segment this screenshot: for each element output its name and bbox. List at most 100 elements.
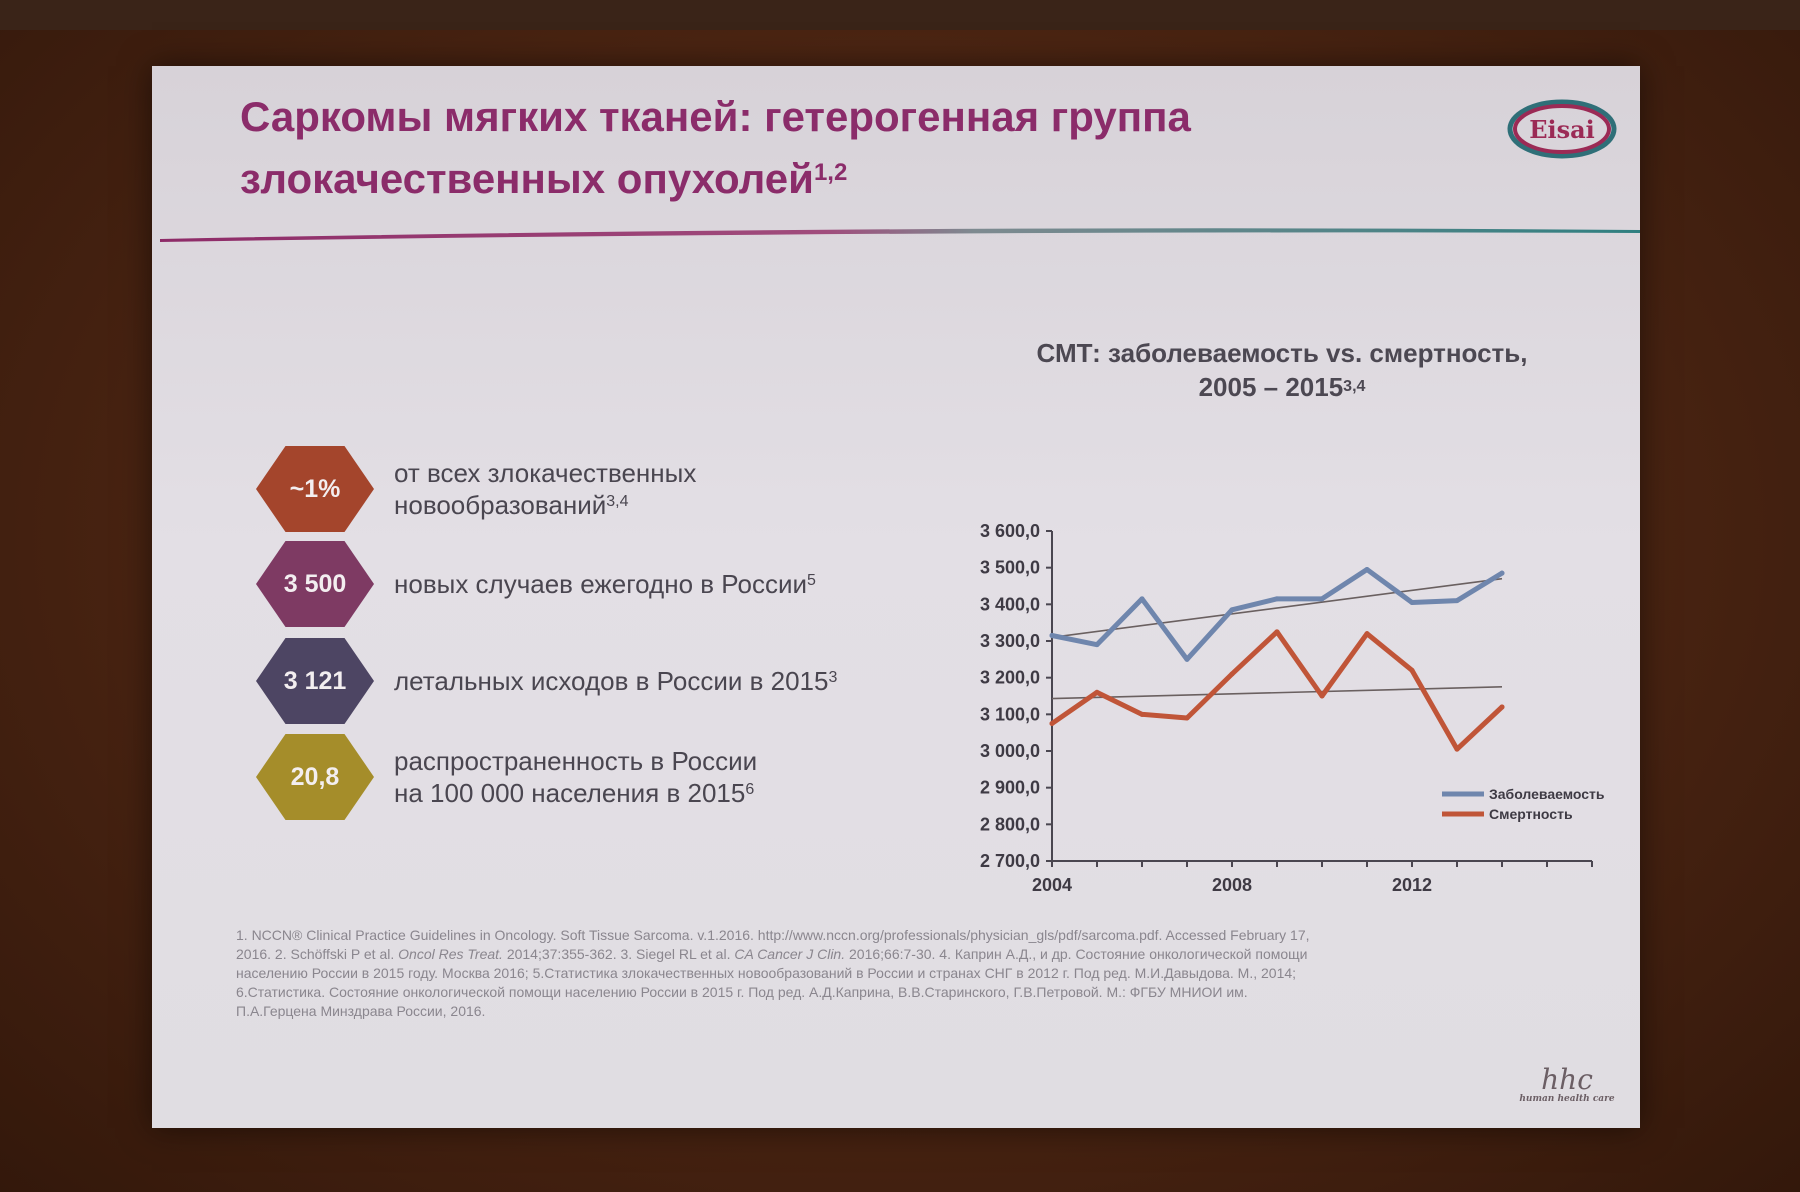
ref-part: 2016. 2. Schöffski P et al. (236, 946, 399, 962)
stat-item-new-cases: 3 500 новых случаев ежегодно в России5 (256, 541, 896, 627)
x-tick-label: 2012 (1392, 875, 1432, 895)
projector-top-band (0, 0, 1800, 30)
ref-journal: CA Cancer J Clin. (734, 946, 846, 962)
stat-item-deaths: 3 121 летальных исходов в России в 20153 (256, 638, 896, 724)
chart-title-line-2-text: 2005 – 2015 (1198, 372, 1344, 402)
stat-description: от всех злокачественных новообразований3… (394, 446, 914, 532)
reference-line-4: 6.Статистика. Состояние онкологической п… (236, 984, 1248, 1000)
data-point (1454, 746, 1460, 752)
y-tick-label: 2 900,0 (980, 778, 1040, 798)
reference-line-2: 2016. 2. Schöffski P et al. Oncol Res Tr… (236, 945, 1536, 964)
stat-description: летальных исходов в России в 20153 (394, 638, 914, 724)
stat-line-1: от всех злокачественных (394, 458, 697, 488)
stat-item-prevalence: 20,8 распространенность в России на 100 … (256, 734, 896, 820)
data-point (1274, 596, 1280, 602)
references: 1. NCCN® Clinical Practice Guidelines in… (236, 926, 1536, 1021)
stat-line-1: распространенность в России (394, 746, 758, 776)
stat-description: новых случаев ежегодно в России5 (394, 541, 914, 627)
hhc-logo: hhc human health care (1512, 1063, 1622, 1105)
data-point (1229, 607, 1235, 613)
y-tick-label: 3 100,0 (980, 704, 1040, 724)
stat-line-1: новых случаев ежегодно в России5 (394, 568, 914, 600)
y-tick-label: 2 800,0 (980, 814, 1040, 834)
title-divider (160, 228, 1640, 242)
ref-journal: Oncol Res Treat. (398, 946, 503, 962)
eisai-logo: Eisai (1507, 99, 1617, 159)
stat-superscript: 3,4 (606, 493, 629, 510)
stat-line-2: новообразований3,4 (394, 489, 914, 521)
hhc-mark: hhc (1541, 1063, 1593, 1096)
chart-title: СМТ: заболеваемость vs. смертность, 2005… (952, 336, 1612, 404)
stat-line-2-text: на 100 000 населения в 2015 (394, 778, 746, 808)
title-line-2: злокачественных опухолей1,2 (240, 148, 1340, 210)
y-tick-label: 3 400,0 (980, 594, 1040, 614)
stat-value: 20,8 (290, 762, 340, 791)
title-line-1: Саркомы мягких тканей: гетерогенная груп… (240, 93, 1191, 140)
reference-line-1: 1. NCCN® Clinical Practice Guidelines in… (236, 927, 1310, 943)
stat-value: ~1% (289, 474, 341, 503)
data-point (1409, 667, 1415, 673)
data-point (1184, 656, 1190, 662)
title-superscript: 1,2 (813, 159, 848, 186)
hex-badge: 3 500 (256, 541, 374, 627)
data-point (1229, 671, 1235, 677)
data-point (1319, 596, 1325, 602)
chart-title-superscript: 3,4 (1343, 378, 1366, 395)
stat-line-2-text: новообразований (394, 490, 607, 520)
hex-badge: ~1% (256, 446, 374, 532)
x-tick-label: 2008 (1212, 875, 1252, 895)
stat-value: 3 500 (283, 569, 347, 598)
series-line-0 (1049, 567, 1505, 662)
legend-label-0: Заболеваемость (1489, 786, 1605, 802)
trend-line-0 (1051, 577, 1503, 639)
stat-value: 3 121 (283, 666, 347, 695)
stat-description: распространенность в России на 100 000 н… (394, 734, 914, 820)
slide-title: Саркомы мягких тканей: гетерогенная груп… (240, 86, 1340, 210)
data-point (1139, 596, 1145, 602)
hhc-tagline: human health care (1519, 1094, 1615, 1104)
y-tick-label: 3 600,0 (980, 521, 1040, 541)
data-point (1364, 567, 1370, 572)
data-point (1454, 598, 1460, 604)
data-point (1049, 721, 1055, 726)
stat-line-2: на 100 000 населения в 20156 (394, 777, 914, 809)
data-point (1049, 633, 1055, 638)
chart-title-line-1: СМТ: заболеваемость vs. смертность, (1036, 338, 1528, 368)
data-point (1499, 704, 1505, 710)
x-tick-label: 2004 (1032, 875, 1072, 895)
ref-part: 2016;66:7-30. 4. Каприн А.Д., и др. Сост… (845, 946, 1308, 962)
presentation-slide: Саркомы мягких тканей: гетерогенная груп… (152, 66, 1640, 1128)
data-point (1409, 600, 1415, 605)
reference-line-3: населению России в 2015 году. Москва 201… (236, 965, 1297, 981)
line-chart: 3 600,0 3 500,0 3 400,0 3 300,0 3 200,0 3 100… (980, 521, 1605, 895)
y-tick-label: 3 500,0 (980, 558, 1040, 578)
stat-superscript: 3 (828, 669, 838, 686)
data-point (1274, 629, 1280, 635)
data-point (1319, 693, 1325, 699)
ref-part: 2014;37:355-362. 3. Siegel RL et al. (502, 946, 735, 962)
hex-badge: 3 121 (256, 638, 374, 724)
y-tick-label: 3 200,0 (980, 668, 1040, 688)
eisai-logo-text: Eisai (1529, 115, 1595, 144)
data-point (1094, 689, 1100, 695)
stat-line-1-text: летальных исходов в России в 2015 (394, 666, 829, 696)
data-point (1139, 711, 1145, 717)
hex-badge: 20,8 (256, 734, 374, 820)
chart-title-line-2: 2005 – 20153,4 (952, 370, 1612, 404)
stat-line-1-text: новых случаев ежегодно в России (394, 569, 807, 599)
y-tick-label: 2 700,0 (980, 851, 1040, 871)
reference-line-5: П.А.Герцена Минздрава России, 2016. (236, 1003, 486, 1019)
stat-line-1: летальных исходов в России в 20153 (394, 665, 914, 697)
data-point (1364, 631, 1370, 637)
trend-line-1 (1051, 686, 1503, 700)
y-tick-label: 3 000,0 (980, 741, 1040, 761)
data-point (1094, 642, 1100, 648)
stat-item-share: ~1% от всех злокачественных новообразова… (256, 446, 896, 532)
stat-superscript: 5 (807, 572, 816, 589)
y-tick-label: 3 300,0 (980, 631, 1040, 651)
data-point (1184, 715, 1190, 721)
legend-label-1: Смертность (1489, 806, 1573, 822)
data-point (1499, 570, 1505, 576)
stat-superscript: 6 (745, 781, 755, 798)
title-line-2-text: злокачественных опухолей (240, 155, 814, 202)
